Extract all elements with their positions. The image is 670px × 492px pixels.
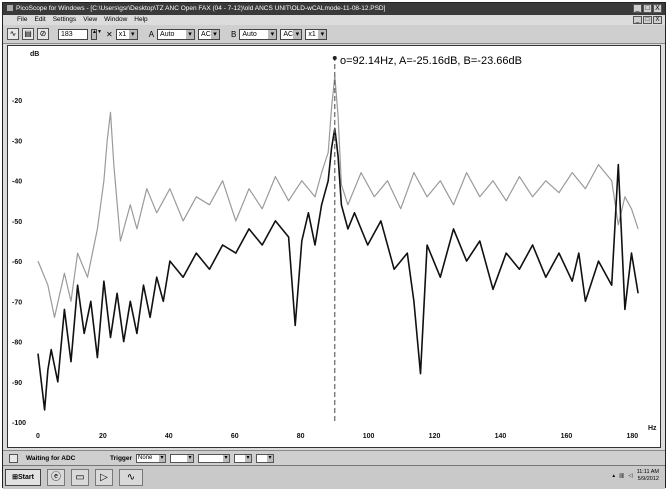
maximize-button[interactable]: □ [643, 4, 652, 13]
picoscope-taskbar-icon[interactable]: ∿ [119, 469, 143, 486]
x-axis-unit: Hz [648, 425, 657, 432]
volume-icon[interactable]: ◁ [628, 473, 633, 479]
menu-help[interactable]: Help [134, 16, 148, 23]
status-bar: Waiting for ADC Trigger None [3, 450, 665, 465]
zoom-select[interactable]: x1 [305, 28, 328, 40]
channel-b-coupling-select[interactable]: AC [280, 28, 303, 40]
y-tick-label: -60 [12, 259, 22, 266]
x-tick-label: 60 [231, 433, 239, 440]
x-tick-label: 40 [165, 433, 173, 440]
x-tick-label: 160 [561, 433, 573, 440]
toolbar: ∿ ▤ ⊘ 183 ▲▼ ✕ x1 A Auto AC B Auto AC x1 [3, 25, 665, 44]
spectrum-mode-button[interactable]: ▤ [22, 28, 34, 40]
app-icon [7, 5, 13, 12]
x-tick-label: 80 [297, 433, 305, 440]
trigger-level-field[interactable] [234, 453, 253, 463]
stop-button[interactable]: ⊘ [37, 28, 49, 40]
system-tray: ▴ ▥ ◁ 11:11 AM 5/9/2012 [612, 469, 659, 483]
x-multiplier-icon: ✕ [106, 29, 113, 39]
x-tick-label: 0 [36, 433, 40, 440]
channel-b-label: B [231, 29, 237, 39]
spectrum-chart[interactable]: dB Hz o=92.14Hz, A=-25.16dB, B=-23.66dB … [8, 46, 660, 447]
chart-marks: -20 -30 -40 -50 -60 -70 -80 -90 -100 0 20 40 60 80 100… [12, 56, 639, 440]
file-explorer-icon[interactable]: ▭ [71, 469, 89, 486]
x-multiplier-select[interactable]: x1 [115, 28, 138, 40]
x-tick-label: 120 [429, 433, 441, 440]
samples-field[interactable]: 183 [58, 28, 88, 40]
network-icon[interactable]: ▥ [619, 473, 625, 479]
channel-a-label: A [148, 29, 155, 39]
trigger-delay-field[interactable] [256, 453, 275, 463]
x-tick-label: 20 [99, 433, 107, 440]
cursor-marker [332, 56, 337, 60]
menu-edit[interactable]: Edit [34, 16, 46, 23]
doc-restore-button[interactable]: □ [643, 16, 652, 24]
minimize-button[interactable]: _ [633, 4, 642, 13]
run-toggle-button[interactable] [9, 453, 18, 463]
trigger-label: Trigger [110, 454, 133, 462]
menu-settings[interactable]: Settings [52, 16, 77, 23]
doc-minimize-button[interactable]: _ [633, 16, 642, 24]
title-bar: PicoScope for Windows - [C:\Users\gsr\De… [3, 3, 665, 15]
menu-bar: File Edit Settings View Window Help [3, 15, 665, 25]
y-tick-label: -20 [12, 98, 22, 105]
channel-b-range-select[interactable]: Auto [239, 28, 278, 40]
scope-mode-button[interactable]: ∿ [7, 28, 19, 40]
menu-window[interactable]: Window [104, 16, 128, 23]
x-tick-label: 180 [627, 433, 639, 440]
spectrum-icon: ▤ [24, 29, 32, 38]
clock[interactable]: 11:11 AM 5/9/2012 [637, 469, 659, 483]
clock-date: 5/9/2012 [637, 476, 659, 482]
media-player-icon[interactable]: ▷ [95, 469, 113, 486]
start-button[interactable]: ⊞Start [5, 469, 41, 486]
channel-a-range-select[interactable]: Auto [157, 28, 196, 40]
clock-time: 11:11 AM [636, 469, 659, 475]
internet-explorer-icon[interactable]: ⓔ [47, 469, 65, 486]
window-controls: _ □ X [633, 4, 662, 13]
channel-a-coupling-select[interactable]: AC [198, 28, 221, 40]
y-tick-label: -40 [12, 179, 22, 186]
x-tick-label: 140 [495, 433, 507, 440]
y-axis-unit: dB [30, 51, 39, 58]
y-tick-label: -80 [12, 340, 22, 347]
scope-icon: ∿ [9, 29, 17, 38]
stop-icon: ⊘ [39, 29, 47, 38]
y-tick-label: -30 [12, 138, 22, 145]
status-text: Waiting for ADC [26, 454, 76, 462]
y-tick-label: -90 [12, 380, 22, 387]
spectrum-series-line [37, 75, 639, 318]
trigger-mode-select[interactable]: None [136, 453, 167, 463]
y-tick-label: -100 [12, 420, 26, 427]
y-tick-label: -70 [12, 299, 22, 306]
spectrum-plot-area[interactable]: dB Hz o=92.14Hz, A=-25.16dB, B=-23.66dB … [7, 45, 661, 448]
document-controls: _ □ X [633, 16, 662, 24]
doc-close-button[interactable]: X [653, 16, 662, 24]
samples-spinner[interactable]: ▲▼ [91, 28, 102, 40]
menu-view[interactable]: View [83, 16, 98, 23]
trigger-direction-select[interactable] [198, 453, 231, 463]
close-button[interactable]: X [653, 4, 662, 13]
x-tick-label: 100 [363, 433, 375, 440]
tray-arrow-icon[interactable]: ▴ [612, 473, 616, 479]
window-title: PicoScope for Windows - [C:\Users\gsr\De… [16, 5, 386, 12]
spectrum-series-line [37, 127, 639, 411]
taskbar: ⊞Start ⓔ ▭ ▷ ∿ ▴ ▥ ◁ 11:11 AM 5/9/2012 [3, 465, 665, 489]
cursor-readout: o=92.14Hz, A=-25.16dB, B=-23.66dB [340, 55, 522, 67]
y-tick-label: -50 [12, 219, 22, 226]
menu-file[interactable]: File [17, 16, 28, 23]
trigger-channel-select[interactable] [170, 453, 195, 463]
start-label: Start [17, 474, 34, 481]
windows-logo-icon: ⊞ [12, 474, 18, 481]
